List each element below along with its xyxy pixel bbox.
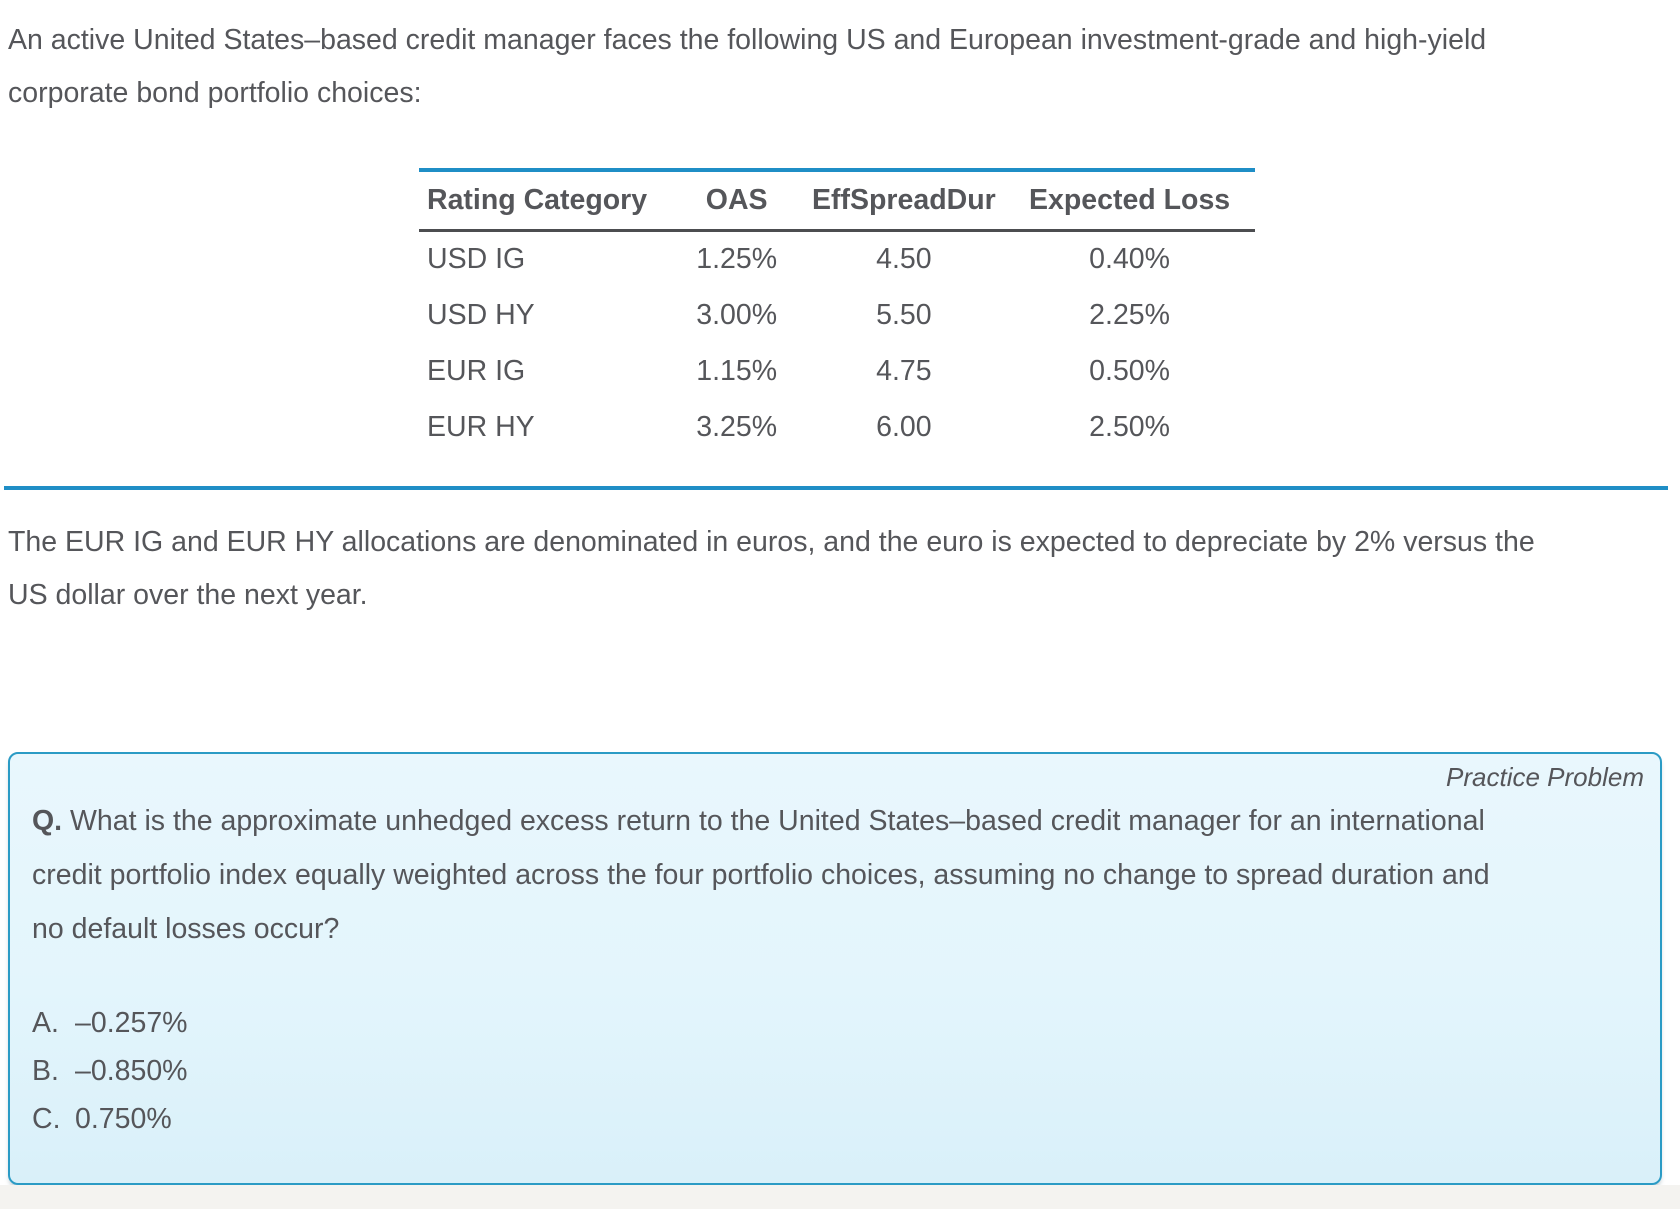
col-header-rating-category: Rating Category (419, 170, 670, 232)
answer-options-list: A. –0.257% B. –0.850% C. 0.750% (32, 999, 1644, 1143)
table-row-usd-ig: USD IG 1.25% 4.50 0.40% (419, 231, 1255, 289)
table-row-usd-hy: USD HY 3.00% 5.50 2.25% (419, 288, 1255, 344)
cell-rating: EUR HY (427, 411, 535, 443)
answer-option-b: B. –0.850% (32, 1047, 1644, 1095)
table-row-eur-hy: EUR HY 3.25% 6.00 2.50% (419, 400, 1255, 456)
cell-expected-loss: 0.40% (1089, 243, 1170, 275)
cell-oas: 1.25% (696, 243, 778, 275)
option-a-letter: A. (32, 1007, 59, 1039)
cell-effspreaddur: 4.50 (876, 243, 932, 275)
col-header-effspreaddur: EffSpreadDur (803, 170, 1005, 232)
question-text: Q. What is the approximate unhedged exce… (32, 794, 1500, 956)
page-bottom-strip (0, 1185, 1680, 1209)
option-c-letter: C. (32, 1103, 61, 1135)
cell-expected-loss: 0.50% (1089, 355, 1170, 387)
option-b-letter: B. (32, 1055, 59, 1087)
table-header-row: Rating Category OAS EffSpreadDur Expecte… (419, 170, 1255, 232)
cell-rating: USD HY (427, 299, 535, 331)
question-prefix: Q. (32, 805, 63, 837)
cell-oas: 1.15% (696, 355, 778, 387)
option-a-text: –0.257% (75, 1007, 188, 1039)
bond-portfolio-table: Rating Category OAS EffSpreadDur Expecte… (419, 168, 1255, 456)
cell-effspreaddur: 4.75 (876, 355, 932, 387)
practice-problem-box: Practice Problem Q. What is the approxim… (8, 752, 1662, 1185)
table-row-eur-ig: EUR IG 1.15% 4.75 0.50% (419, 344, 1255, 400)
cell-rating: EUR IG (427, 355, 526, 387)
intro-paragraph: An active United States–based credit man… (8, 24, 1487, 109)
col-header-oas: OAS (669, 170, 804, 232)
cell-oas: 3.00% (696, 299, 778, 331)
cell-expected-loss: 2.25% (1089, 299, 1170, 331)
cell-expected-loss: 2.50% (1089, 411, 1170, 443)
cell-oas: 3.25% (696, 411, 778, 443)
page: An active United States–based credit man… (0, 24, 1680, 1209)
section-divider-rule (4, 486, 1668, 490)
note-paragraph: The EUR IG and EUR HY allocations are de… (8, 526, 1535, 611)
practice-problem-label: Practice Problem (1446, 762, 1644, 792)
option-b-text: –0.850% (75, 1055, 188, 1087)
cell-effspreaddur: 6.00 (876, 411, 932, 443)
answer-option-c: C. 0.750% (32, 1095, 1644, 1143)
col-header-expected-loss: Expected Loss (1004, 170, 1255, 232)
question-body: What is the approximate unhedged excess … (32, 805, 1490, 945)
answer-option-a: A. –0.257% (32, 999, 1644, 1047)
option-c-text: 0.750% (75, 1103, 172, 1135)
cell-rating: USD IG (427, 243, 526, 275)
cell-effspreaddur: 5.50 (876, 299, 932, 331)
